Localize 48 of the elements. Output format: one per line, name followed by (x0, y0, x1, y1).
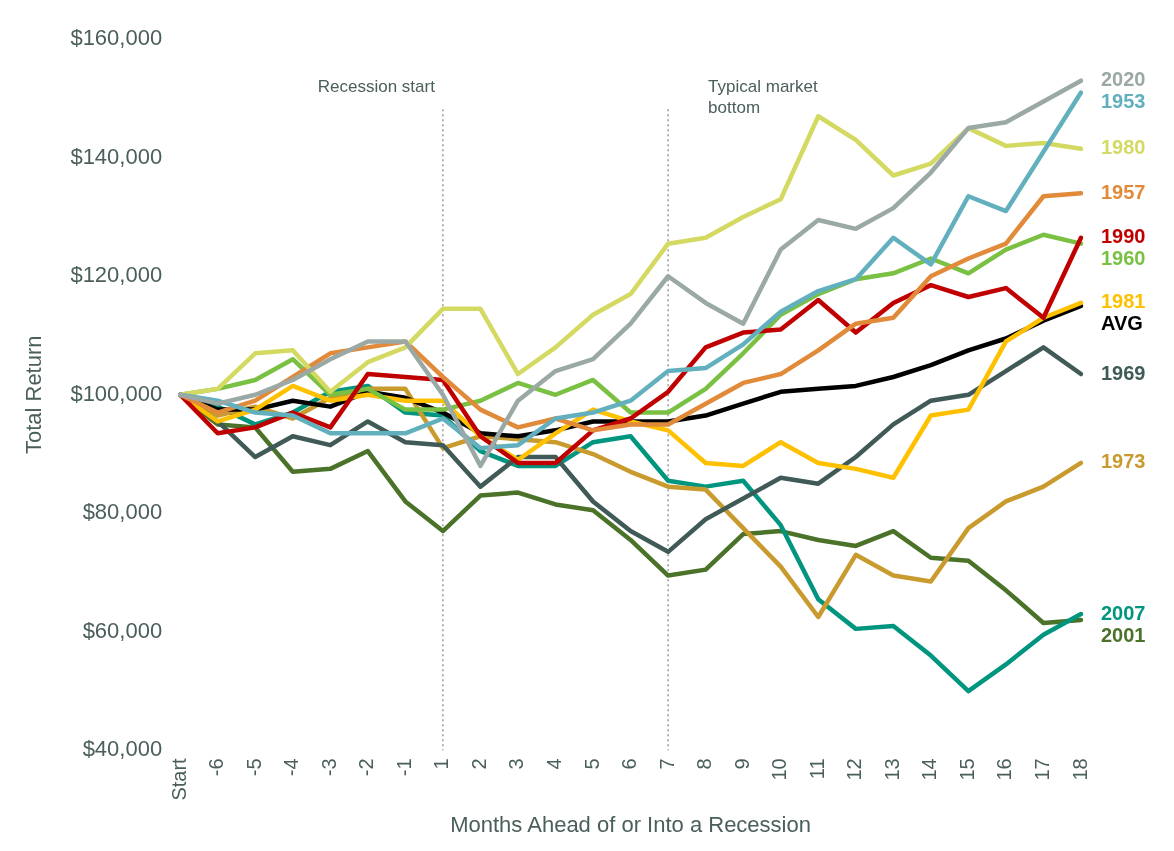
x-tick-label: 11 (805, 758, 828, 780)
series-label: AVG (1101, 312, 1143, 335)
x-tick-label: 1 (430, 758, 453, 770)
ref-line-label: Recession start (317, 77, 436, 97)
y-tick-label: $80,000 (82, 499, 163, 525)
x-axis-title: Months Ahead of or Into a Recession (450, 811, 811, 837)
x-tick-label: -2 (355, 758, 378, 777)
x-tick-label: 8 (693, 758, 716, 770)
x-tick-label: -3 (317, 758, 340, 777)
x-tick-label: 15 (955, 758, 978, 781)
x-tick-label: 12 (843, 758, 866, 781)
x-tick-label: 14 (918, 758, 941, 781)
series-label: 1960 (1101, 247, 1146, 270)
series-label: 1973 (1101, 450, 1146, 473)
y-tick-label: $160,000 (70, 25, 163, 51)
y-tick-label: $40,000 (82, 736, 163, 762)
y-axis-title: Total Return (21, 335, 47, 455)
x-tick-label: -4 (280, 758, 303, 777)
series-label: 1969 (1101, 361, 1146, 384)
x-tick-label: -5 (242, 758, 265, 777)
y-tick-label: $100,000 (70, 380, 163, 406)
x-tick-label: -1 (392, 758, 415, 777)
x-tick-label: 16 (993, 758, 1016, 781)
x-tick-label: 5 (580, 758, 603, 770)
y-tick-label: $140,000 (70, 143, 163, 169)
x-tick-label: Start (167, 757, 190, 801)
series-label: 2001 (1101, 623, 1146, 646)
series-label: 1981 (1101, 290, 1146, 313)
series-label: 1957 (1101, 180, 1146, 203)
series-label: 1990 (1101, 225, 1146, 248)
x-tick-label: -6 (205, 758, 228, 777)
x-tick-label: 13 (880, 758, 903, 781)
x-tick-label: 3 (505, 758, 528, 770)
series-label: 1953 (1101, 90, 1146, 113)
x-tick-label: 9 (730, 758, 753, 770)
x-tick-label: 7 (655, 758, 678, 770)
x-tick-label: 17 (1030, 758, 1053, 781)
series-label: 1980 (1101, 136, 1146, 159)
x-tick-label: 18 (1068, 758, 1091, 781)
x-tick-label: 6 (618, 758, 641, 770)
y-tick-label: $60,000 (82, 617, 163, 643)
series-label: 2007 (1101, 601, 1146, 624)
ref-line-label: Typical market bottom (708, 77, 818, 118)
series-label: 2020 (1101, 68, 1146, 91)
x-tick-label: 10 (768, 758, 791, 781)
x-tick-label: 2 (467, 758, 490, 770)
x-tick-label: 4 (543, 758, 566, 770)
y-tick-label: $120,000 (70, 262, 163, 288)
